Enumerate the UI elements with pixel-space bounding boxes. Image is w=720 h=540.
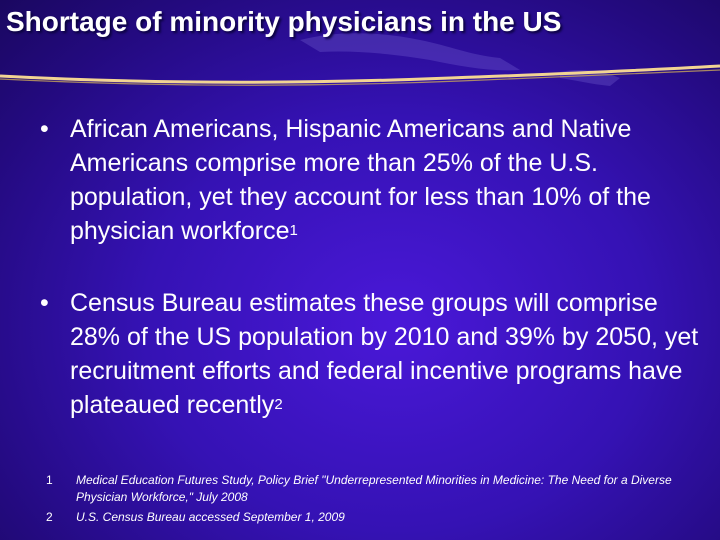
bullet-list: • African Americans, Hispanic Americans … [40, 112, 700, 422]
footnote-text: U.S. Census Bureau accessed September 1,… [76, 510, 345, 524]
footnote-number: 1 [46, 473, 53, 487]
footnotes: 1 Medical Education Futures Study, Polic… [46, 472, 686, 526]
gold-swoosh-divider [0, 64, 720, 86]
bullet-text: Census Bureau estimates these groups wil… [70, 289, 699, 419]
footnote-ref: 2 [274, 396, 283, 413]
bullet-item: • African Americans, Hispanic Americans … [40, 112, 700, 248]
bullet-item: • Census Bureau estimates these groups w… [40, 286, 700, 422]
footnote-text: Medical Education Futures Study, Policy … [76, 473, 672, 504]
footnote: 1 Medical Education Futures Study, Polic… [46, 472, 686, 506]
slide-title: Shortage of minority physicians in the U… [6, 6, 562, 37]
footnote-ref: 1 [289, 222, 298, 239]
bullet-dot: • [40, 115, 49, 143]
footnote: 2 U.S. Census Bureau accessed September … [46, 509, 686, 526]
bullet-text: African Americans, Hispanic Americans an… [70, 115, 651, 245]
bullet-dot: • [40, 289, 49, 317]
footnote-number: 2 [46, 510, 53, 524]
